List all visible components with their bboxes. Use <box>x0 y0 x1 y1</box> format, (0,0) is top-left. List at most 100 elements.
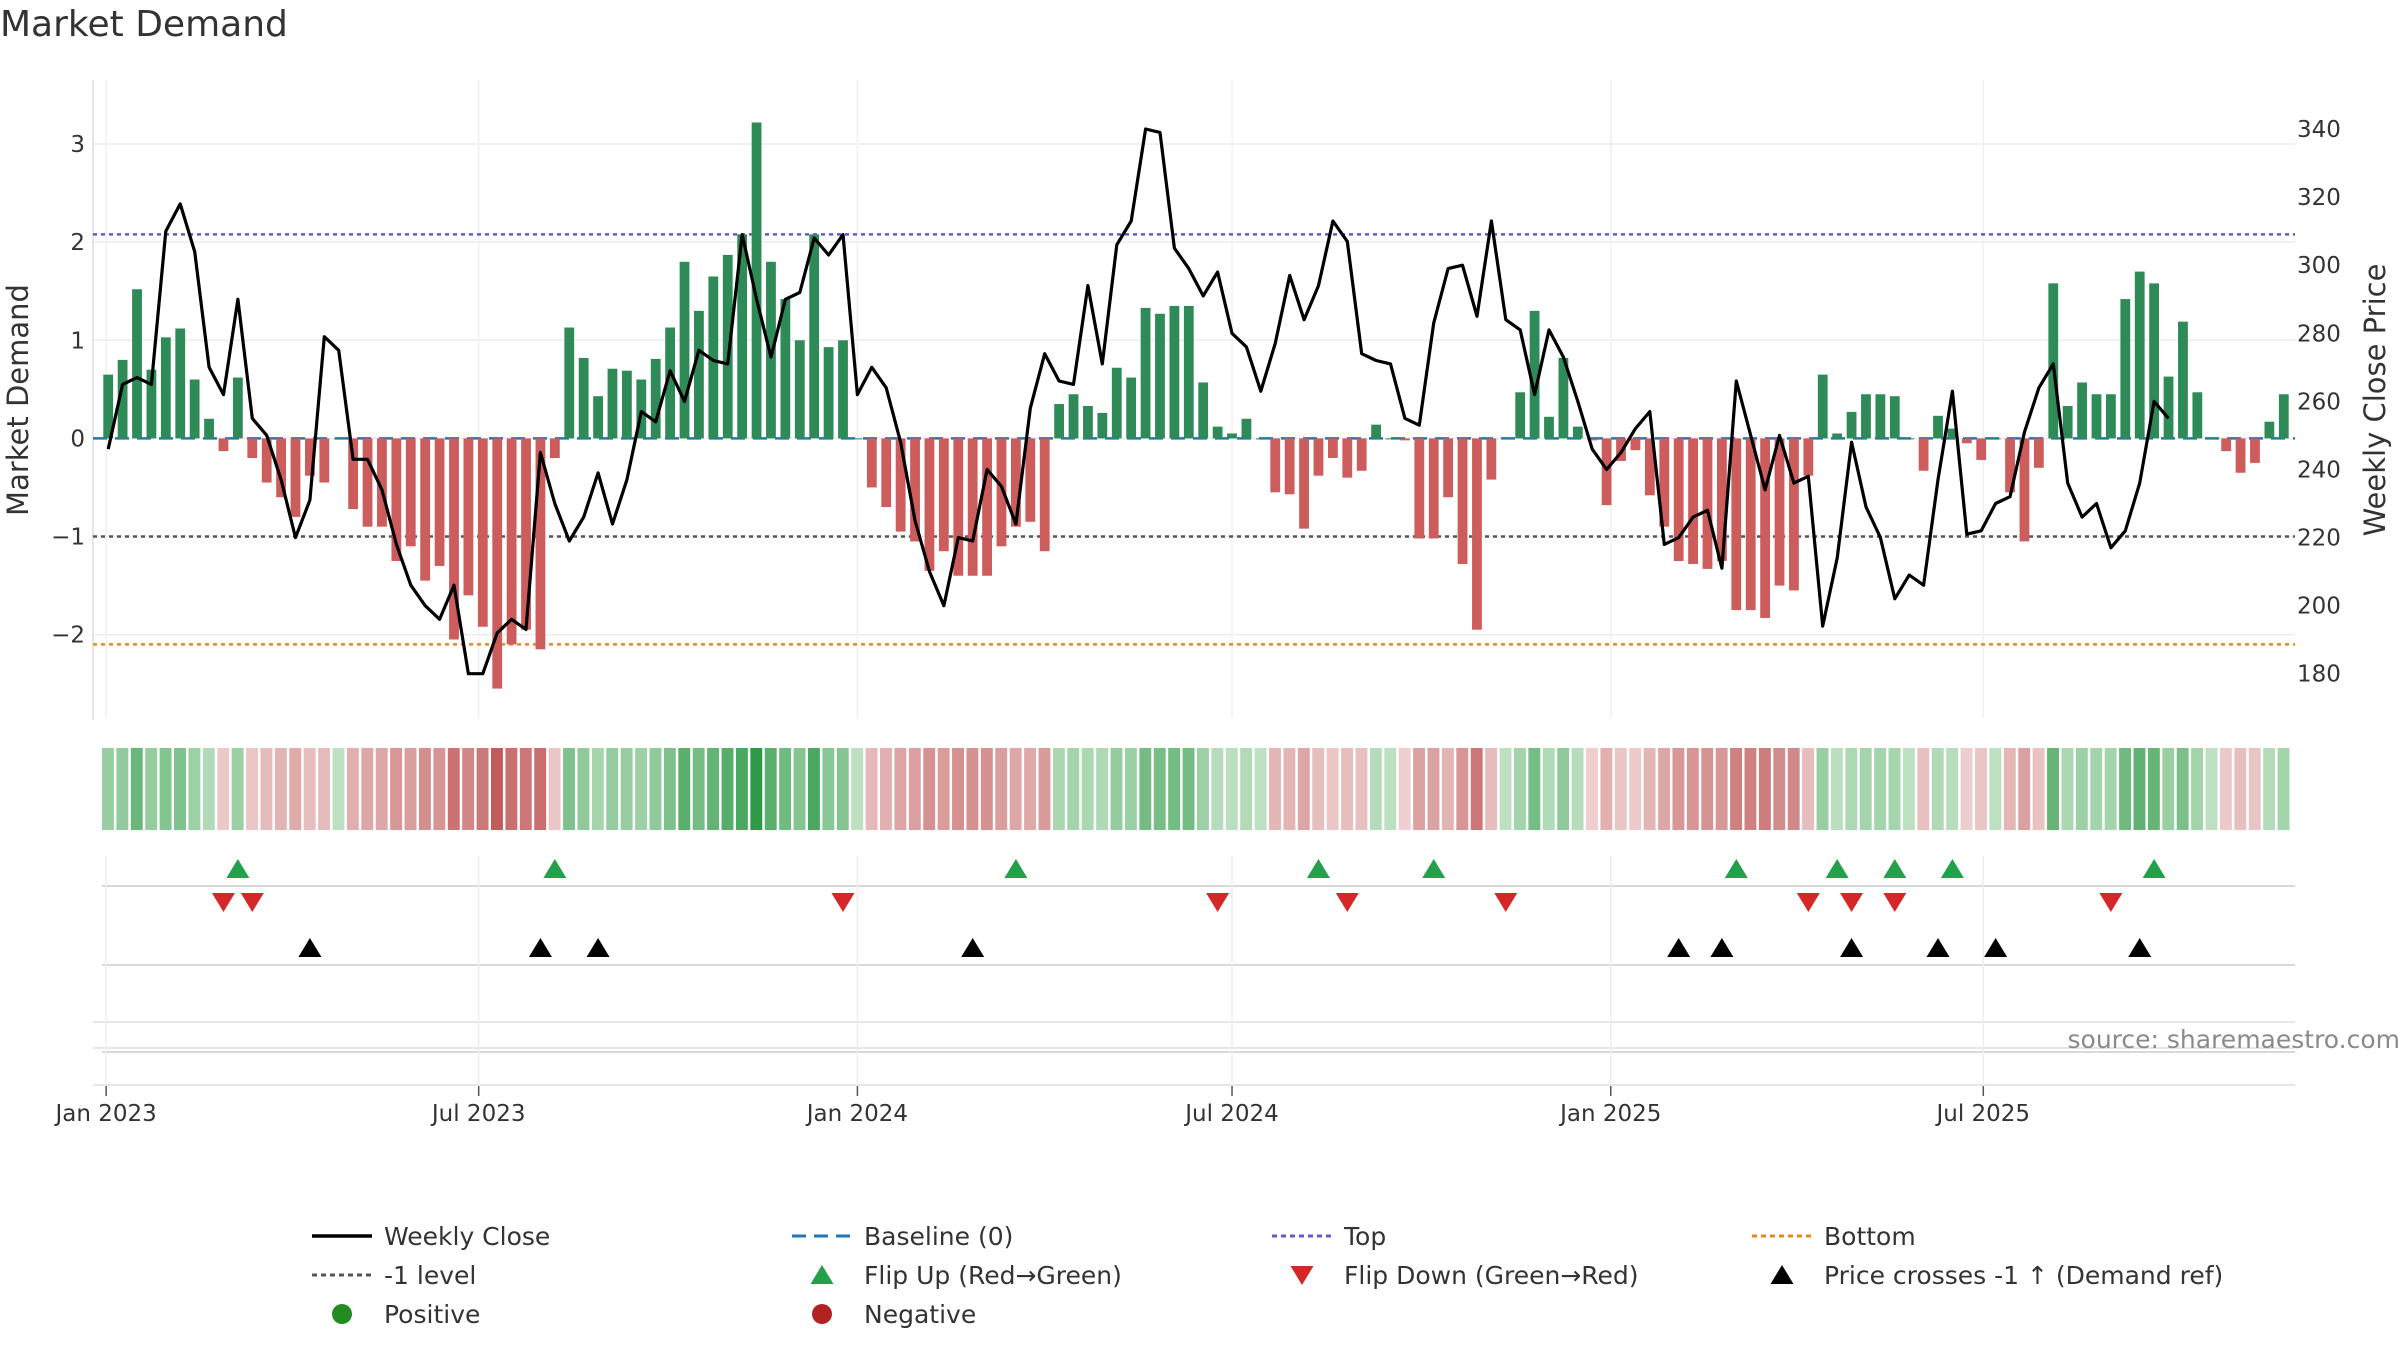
x-tick-label: Jul 2023 <box>430 1101 526 1127</box>
left-axis-label: Market Demand <box>1 284 35 516</box>
demand-bar <box>794 340 805 439</box>
heat-cell <box>2133 748 2146 830</box>
heat-cell <box>1513 748 1526 830</box>
event-markers <box>93 856 2295 1086</box>
heat-cell <box>102 748 114 830</box>
heat-cell <box>217 748 230 830</box>
demand-bar <box>175 328 186 439</box>
demand-bar <box>218 438 229 452</box>
heat-cell <box>1427 748 1440 830</box>
legend-label: Baseline (0) <box>864 1222 1013 1251</box>
demand-bar <box>463 438 474 596</box>
heat-cell <box>534 748 547 830</box>
heat-cell <box>649 748 662 830</box>
demand-bar <box>1313 438 1324 476</box>
heat-cell <box>980 748 993 830</box>
demand-bar <box>1472 438 1482 630</box>
price-cross-marker <box>528 938 552 957</box>
heat-cell <box>2003 748 2016 830</box>
heat-cell <box>318 748 331 830</box>
heat-cell <box>2075 748 2088 830</box>
heat-cell <box>721 748 734 830</box>
heat-cell <box>1701 748 1714 830</box>
flip-down-marker <box>1796 893 1820 912</box>
heat-cell <box>346 748 359 830</box>
heat-cell <box>433 748 446 830</box>
demand-bar <box>1241 418 1252 439</box>
heat-cell <box>620 748 633 830</box>
flip-up-marker <box>1004 859 1028 878</box>
demand-bar <box>189 379 200 439</box>
demand-bar <box>434 438 445 566</box>
heat-cell <box>1096 748 1109 830</box>
right-tick-label: 340 <box>2297 117 2341 143</box>
demand-bar <box>1385 438 1396 440</box>
heat-cell <box>966 748 979 830</box>
right-axis-label: Weekly Close Price <box>2358 264 2392 537</box>
price-cross-marker <box>1667 938 1691 957</box>
heat-cell <box>1283 748 1296 830</box>
demand-bar <box>1904 438 1915 440</box>
heat-cell <box>274 748 287 830</box>
heat-cell <box>937 748 950 830</box>
heat-cell <box>1038 748 1051 830</box>
demand-bar <box>1212 426 1223 439</box>
right-tick-label: 180 <box>2297 662 2341 688</box>
heat-cell <box>1182 748 1195 830</box>
demand-bar <box>1083 406 1093 439</box>
demand-bar <box>391 438 402 562</box>
heat-cell <box>1124 748 1137 830</box>
demand-bar <box>506 438 517 645</box>
heat-cell <box>2219 748 2232 830</box>
heat-cell <box>361 748 374 830</box>
heat-cell <box>1802 748 1815 830</box>
heat-cell <box>1297 748 1310 830</box>
heat-cell <box>577 748 590 830</box>
heat-cell <box>1946 748 1959 830</box>
demand-bar <box>1774 438 1785 586</box>
heat-cell <box>505 748 518 830</box>
legend-negative-swatch <box>812 1304 832 1324</box>
demand-bar <box>1716 438 1727 562</box>
demand-bar <box>1400 438 1410 441</box>
heat-cell <box>1110 748 1123 830</box>
demand-bar <box>549 438 560 459</box>
price-cross-marker <box>586 938 610 957</box>
legend-positive-swatch <box>332 1304 352 1324</box>
heat-cell <box>418 748 431 830</box>
heat-cell <box>231 748 244 830</box>
heat-cell <box>692 748 705 830</box>
legend-label: Weekly Close <box>384 1222 550 1251</box>
demand-bar <box>117 359 128 439</box>
heat-cell <box>663 748 676 830</box>
demand-bar <box>2134 271 2145 439</box>
demand-bar <box>1126 377 1137 439</box>
heat-cell <box>1960 748 1973 830</box>
heat-cell <box>1845 748 1858 830</box>
demand-bar <box>1933 415 1943 439</box>
heat-cell <box>1485 748 1498 830</box>
heat-cell <box>1528 748 1541 830</box>
flip-down-marker <box>1840 893 1864 912</box>
demand-bar <box>982 438 992 576</box>
heat-cell <box>1715 748 1728 830</box>
demand-bar <box>1371 424 1381 439</box>
flip-up-marker <box>1422 859 1446 878</box>
demand-bar <box>1227 433 1237 439</box>
demand-bar <box>2178 321 2188 439</box>
heat-cell <box>1643 748 1656 830</box>
demand-bar <box>1558 357 1569 439</box>
price-cross-marker <box>1926 938 1950 957</box>
left-tick-label: 2 <box>70 230 85 256</box>
demand-bar <box>1731 438 1742 611</box>
right-tick-label: 220 <box>2297 526 2341 552</box>
flip-down-marker <box>1883 893 1907 912</box>
demand-bar <box>2149 283 2160 439</box>
flip-up-marker <box>543 859 567 878</box>
demand-bar <box>780 299 791 439</box>
demand-bar <box>1889 396 1900 439</box>
demand-bar <box>1068 394 1079 439</box>
right-tick-label: 300 <box>2297 253 2341 279</box>
demand-bar <box>1630 438 1641 451</box>
